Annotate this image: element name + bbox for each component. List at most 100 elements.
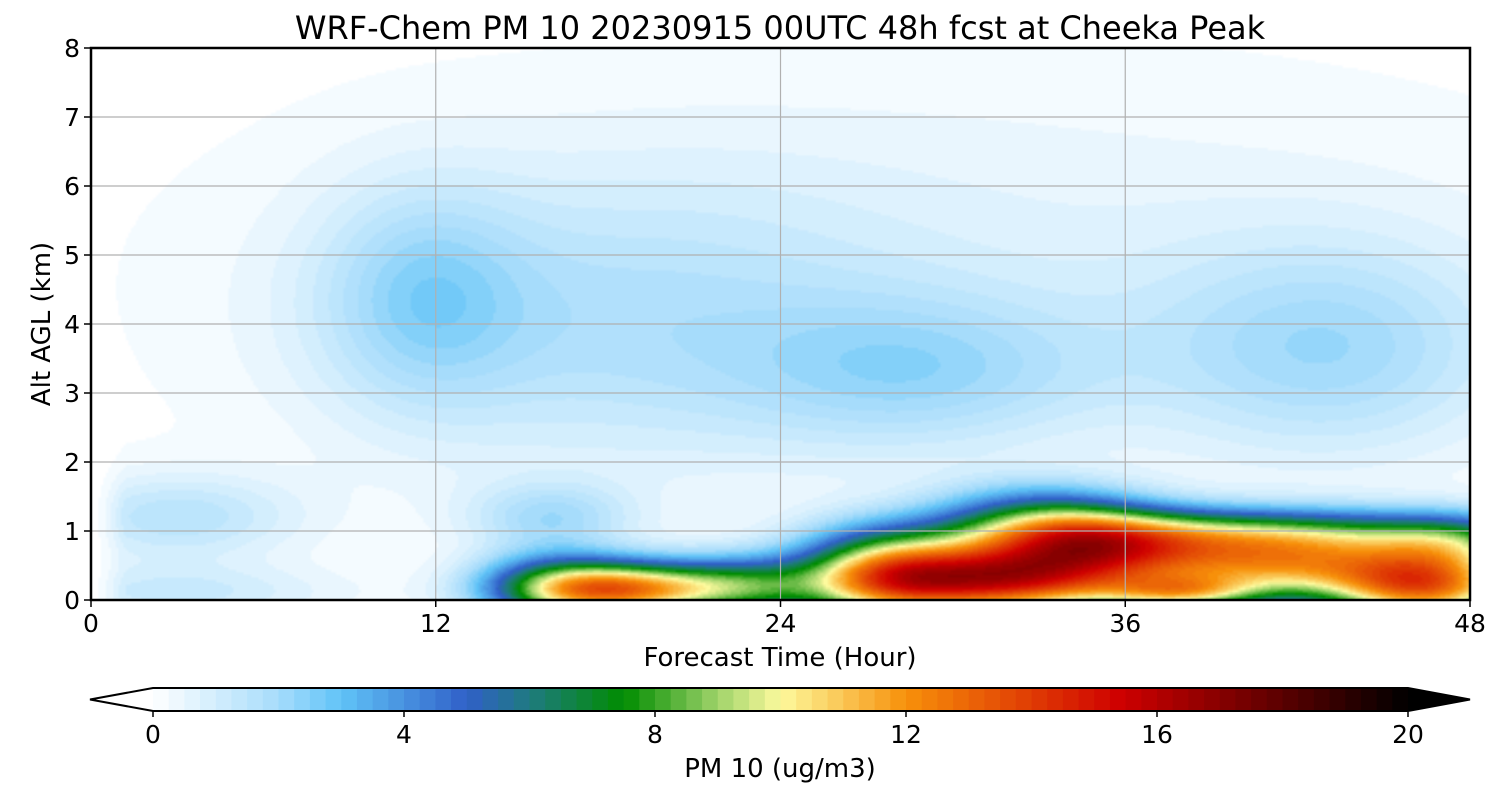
colorbar-segment [1251, 688, 1268, 711]
colorbar-segment [372, 688, 389, 711]
colorbar-segment [388, 688, 405, 711]
colorbar-segment [1062, 688, 1080, 711]
colorbar-segment [906, 688, 923, 711]
colorbar-segment [309, 688, 327, 711]
y-tick-label: 4 [64, 310, 80, 339]
y-tick-label: 0 [64, 586, 80, 615]
colorbar-segment [1266, 688, 1284, 711]
colorbar-segment [592, 688, 609, 711]
x-tick-label: 0 [83, 609, 99, 638]
grid-lines [91, 48, 1470, 600]
colorbar-segment [262, 688, 280, 711]
colorbar-segment [513, 688, 531, 711]
colorbar-segment [717, 688, 735, 711]
colorbar-segment [968, 688, 986, 711]
colorbar-segment [1282, 688, 1299, 711]
colorbar-segment [1172, 688, 1189, 711]
colorbar-segment [1219, 688, 1237, 711]
colorbar-tick-label: 12 [890, 720, 922, 749]
y-tick-label: 8 [64, 34, 80, 63]
colorbar-segment [545, 688, 562, 711]
y-tick-label: 1 [64, 517, 80, 546]
colorbar [89, 687, 1471, 712]
colorbar-segment [890, 688, 907, 711]
colorbar-segment [1141, 688, 1158, 711]
colorbar-segment [1235, 688, 1252, 711]
colorbar-segment [937, 688, 954, 711]
y-tick-label: 7 [64, 103, 80, 132]
colorbar-segment [200, 688, 217, 711]
colorbar-tick-label: 0 [145, 720, 161, 749]
colorbar-segment [749, 688, 766, 711]
colorbar-segment [325, 688, 342, 711]
y-tick-label: 5 [64, 241, 80, 270]
colorbar-segment [764, 688, 782, 711]
x-tick-label: 48 [1454, 609, 1486, 638]
colorbar-segment [1109, 688, 1127, 711]
colorbar-segment [984, 688, 1001, 711]
x-axis: 0 12 24 36 48 [83, 600, 1486, 638]
colorbar-segment [341, 688, 358, 711]
colorbar-segment [294, 688, 311, 711]
colorbar-tick-label: 4 [396, 720, 412, 749]
colorbar-segment [451, 688, 468, 711]
colorbar-segment [827, 688, 844, 711]
colorbar-segment [1094, 688, 1111, 711]
colorbar-segment [498, 688, 515, 711]
colorbar-tick-label: 16 [1141, 720, 1173, 749]
colorbar-segment [670, 688, 687, 711]
colorbar-segment [1392, 688, 1409, 711]
colorbar-segment [466, 688, 484, 711]
colorbar-extend-low [90, 688, 153, 711]
colorbar-segment [843, 688, 860, 711]
colorbar-tick-label: 8 [647, 720, 663, 749]
colorbar-segment [623, 688, 640, 711]
colorbar-segment [419, 688, 436, 711]
y-axis-label: Alt AGL (km) [27, 242, 57, 406]
colorbar-segment [231, 688, 248, 711]
colorbar-segment [1360, 688, 1378, 711]
colorbar-tick-label: 20 [1392, 720, 1424, 749]
colorbar-segment [655, 688, 672, 711]
x-tick-label: 36 [1109, 609, 1141, 638]
colorbar-segment [1125, 688, 1142, 711]
colorbar-segment [1329, 688, 1346, 711]
colorbar-segment [168, 688, 185, 711]
colorbar-segment [215, 688, 233, 711]
colorbar-segment [1157, 688, 1174, 711]
colorbar-segment [1031, 688, 1048, 711]
colorbar-segment [1345, 688, 1362, 711]
colorbar-segment [1015, 688, 1033, 711]
colorbar-segment [1298, 688, 1315, 711]
colorbar-segment [811, 688, 829, 711]
x-axis-label: Forecast Time (Hour) [643, 643, 916, 673]
colorbar-segment [576, 688, 593, 711]
colorbar-segment [1313, 688, 1331, 711]
colorbar-label: PM 10 (ug/m3) [684, 754, 876, 784]
colorbar-segment [607, 688, 625, 711]
colorbar-ticks: 0 4 8 12 16 20 [145, 711, 1424, 749]
colorbar-segment [435, 688, 452, 711]
colorbar-segment [1000, 688, 1017, 711]
colorbar-segment [921, 688, 938, 711]
colorbar-segment [247, 688, 264, 711]
colorbar-segment [278, 688, 295, 711]
colorbar-segment [874, 688, 891, 711]
colorbar-segment [686, 688, 703, 711]
y-axis: 0 1 2 3 4 5 6 7 8 [64, 34, 91, 615]
colorbar-segment [1047, 688, 1064, 711]
colorbar-segment [1204, 688, 1221, 711]
colorbar-segment [1078, 688, 1095, 711]
colorbar-segment [529, 688, 546, 711]
x-tick-label: 12 [420, 609, 452, 638]
x-tick-label: 24 [765, 609, 797, 638]
y-tick-label: 6 [64, 172, 80, 201]
colorbar-segment [356, 688, 374, 711]
colorbar-segment [796, 688, 813, 711]
colorbar-segment [639, 688, 656, 711]
colorbar-segment [953, 688, 970, 711]
colorbar-segment [733, 688, 750, 711]
colorbar-segment [702, 688, 719, 711]
colorbar-segment [560, 688, 578, 711]
